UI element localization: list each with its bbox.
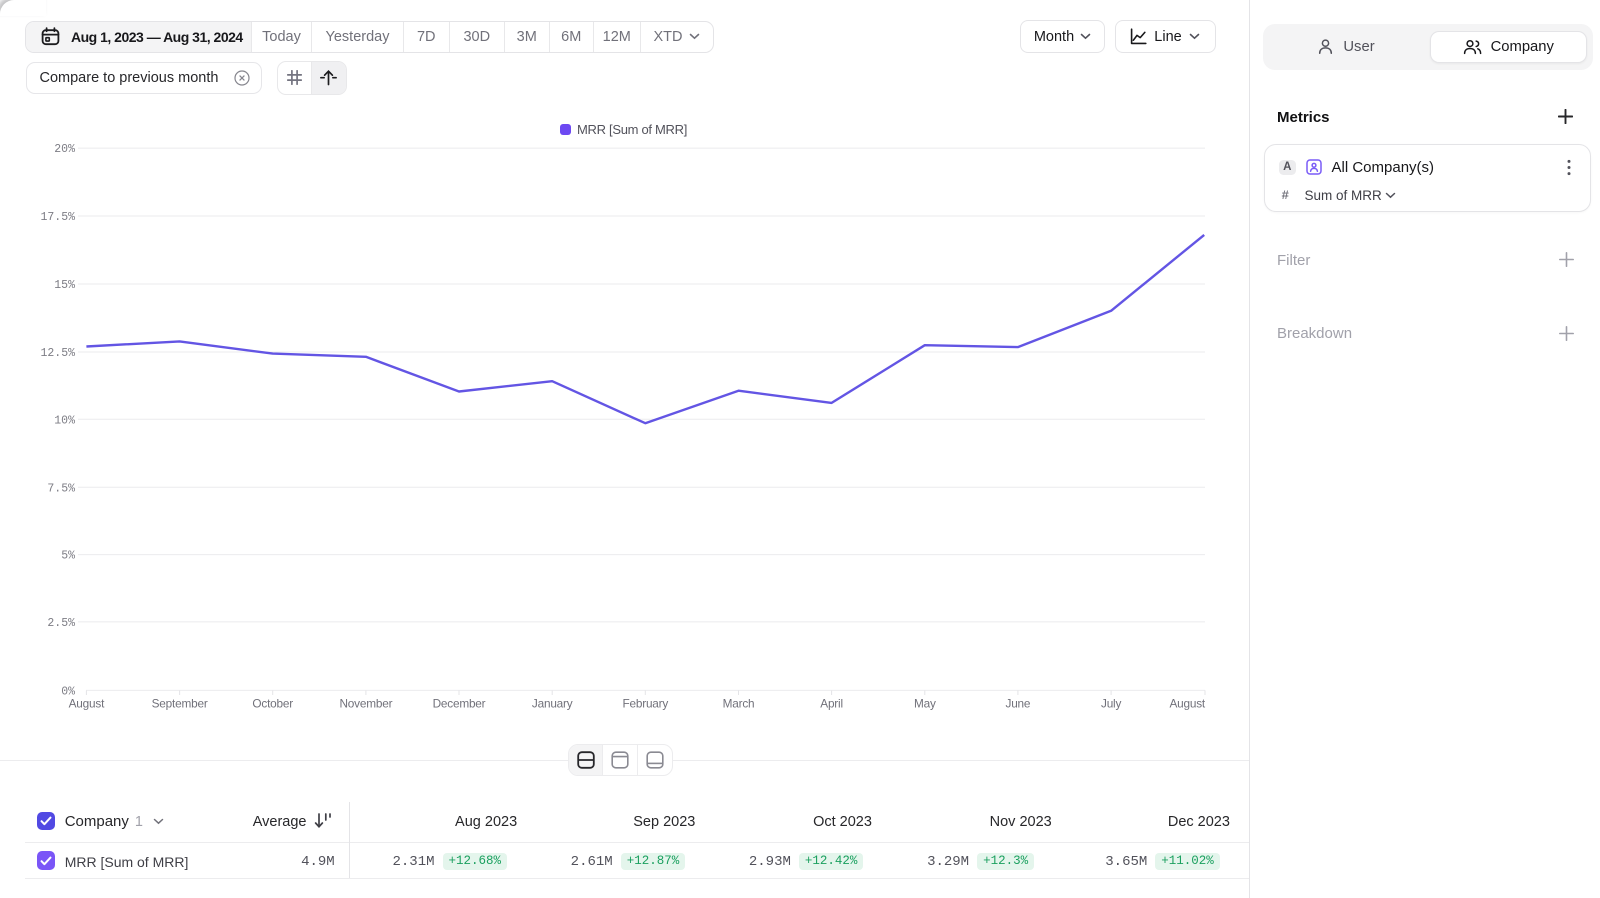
svg-text:5%: 5% [61,550,75,563]
svg-text:November: November [339,697,392,711]
svg-text:August: August [1169,697,1205,711]
svg-text:September: September [152,697,208,711]
svg-text:July: July [1101,697,1121,711]
svg-text:2.5%: 2.5% [47,617,75,630]
svg-text:August: August [69,697,105,711]
svg-text:January: January [532,697,573,711]
svg-text:May: May [914,697,936,711]
svg-text:0%: 0% [61,685,75,698]
svg-text:20%: 20% [54,143,75,156]
svg-text:April: April [820,697,843,711]
svg-text:March: March [723,697,755,711]
svg-text:June: June [1006,697,1031,711]
svg-text:12.5%: 12.5% [40,347,75,360]
svg-text:15%: 15% [54,279,75,292]
svg-text:February: February [622,697,668,711]
svg-text:October: October [252,697,293,711]
svg-text:17.5%: 17.5% [40,211,75,224]
svg-text:December: December [433,697,486,711]
svg-text:10%: 10% [54,414,75,427]
svg-text:7.5%: 7.5% [47,482,75,495]
